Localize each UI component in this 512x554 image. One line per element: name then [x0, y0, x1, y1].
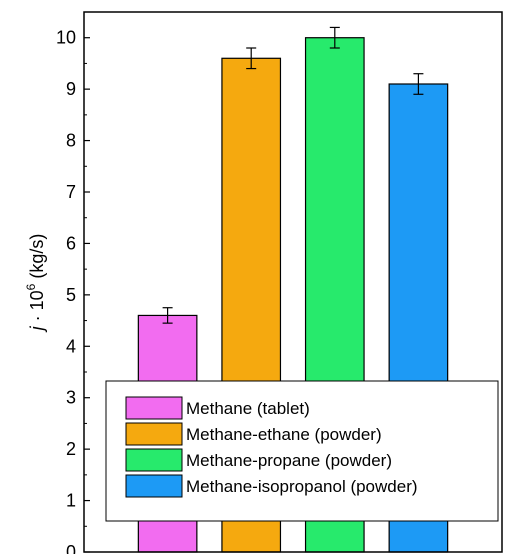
y-tick-label: 9: [66, 79, 76, 99]
y-tick-label: 4: [66, 336, 76, 356]
y-tick-label: 8: [66, 131, 76, 151]
legend-label: Methane-ethane (powder): [186, 425, 382, 444]
y-tick-label: 6: [66, 233, 76, 253]
y-axis-label-exponent: 6: [24, 283, 38, 290]
legend-swatch: [125, 422, 183, 446]
error-bar: [413, 73, 424, 95]
plot-area: 0 1 2 3 4 5 6 7 8 9 10 Methane (tablet) Methane-etha…: [56, 26, 499, 554]
legend-label: Methane-propane (powder): [186, 451, 392, 470]
error-bar: [162, 307, 173, 324]
y-tick-label: 3: [66, 388, 76, 408]
legend-swatch: [125, 448, 183, 472]
svg-text:j · 106 (kg/s): j · 106 (kg/s): [24, 234, 47, 334]
y-tick-label: 5: [66, 285, 76, 305]
legend-label: Methane (tablet): [186, 399, 310, 418]
y-axis-label-symbol: j: [27, 325, 47, 333]
plot-frame: [83, 11, 503, 553]
legend-swatch: [125, 396, 183, 420]
y-tick-label: 1: [66, 491, 76, 511]
y-axis-label-unit: (kg/s): [27, 234, 47, 284]
y-axis-label-middle: · 10: [27, 290, 47, 326]
legend: Methane (tablet) Methane-ethane (powder) M…: [105, 380, 499, 522]
y-tick-label: 10: [56, 28, 76, 48]
error-bar: [246, 47, 257, 70]
legend-swatch: [125, 474, 183, 498]
y-tick-label: 7: [66, 182, 76, 202]
y-tick-label: 0: [66, 542, 76, 554]
y-axis-label: j · 106 (kg/s): [24, 234, 47, 334]
y-tick-label: 2: [66, 439, 76, 459]
legend-label: Methane-isopropanol (powder): [186, 477, 418, 496]
error-bar: [329, 26, 340, 49]
